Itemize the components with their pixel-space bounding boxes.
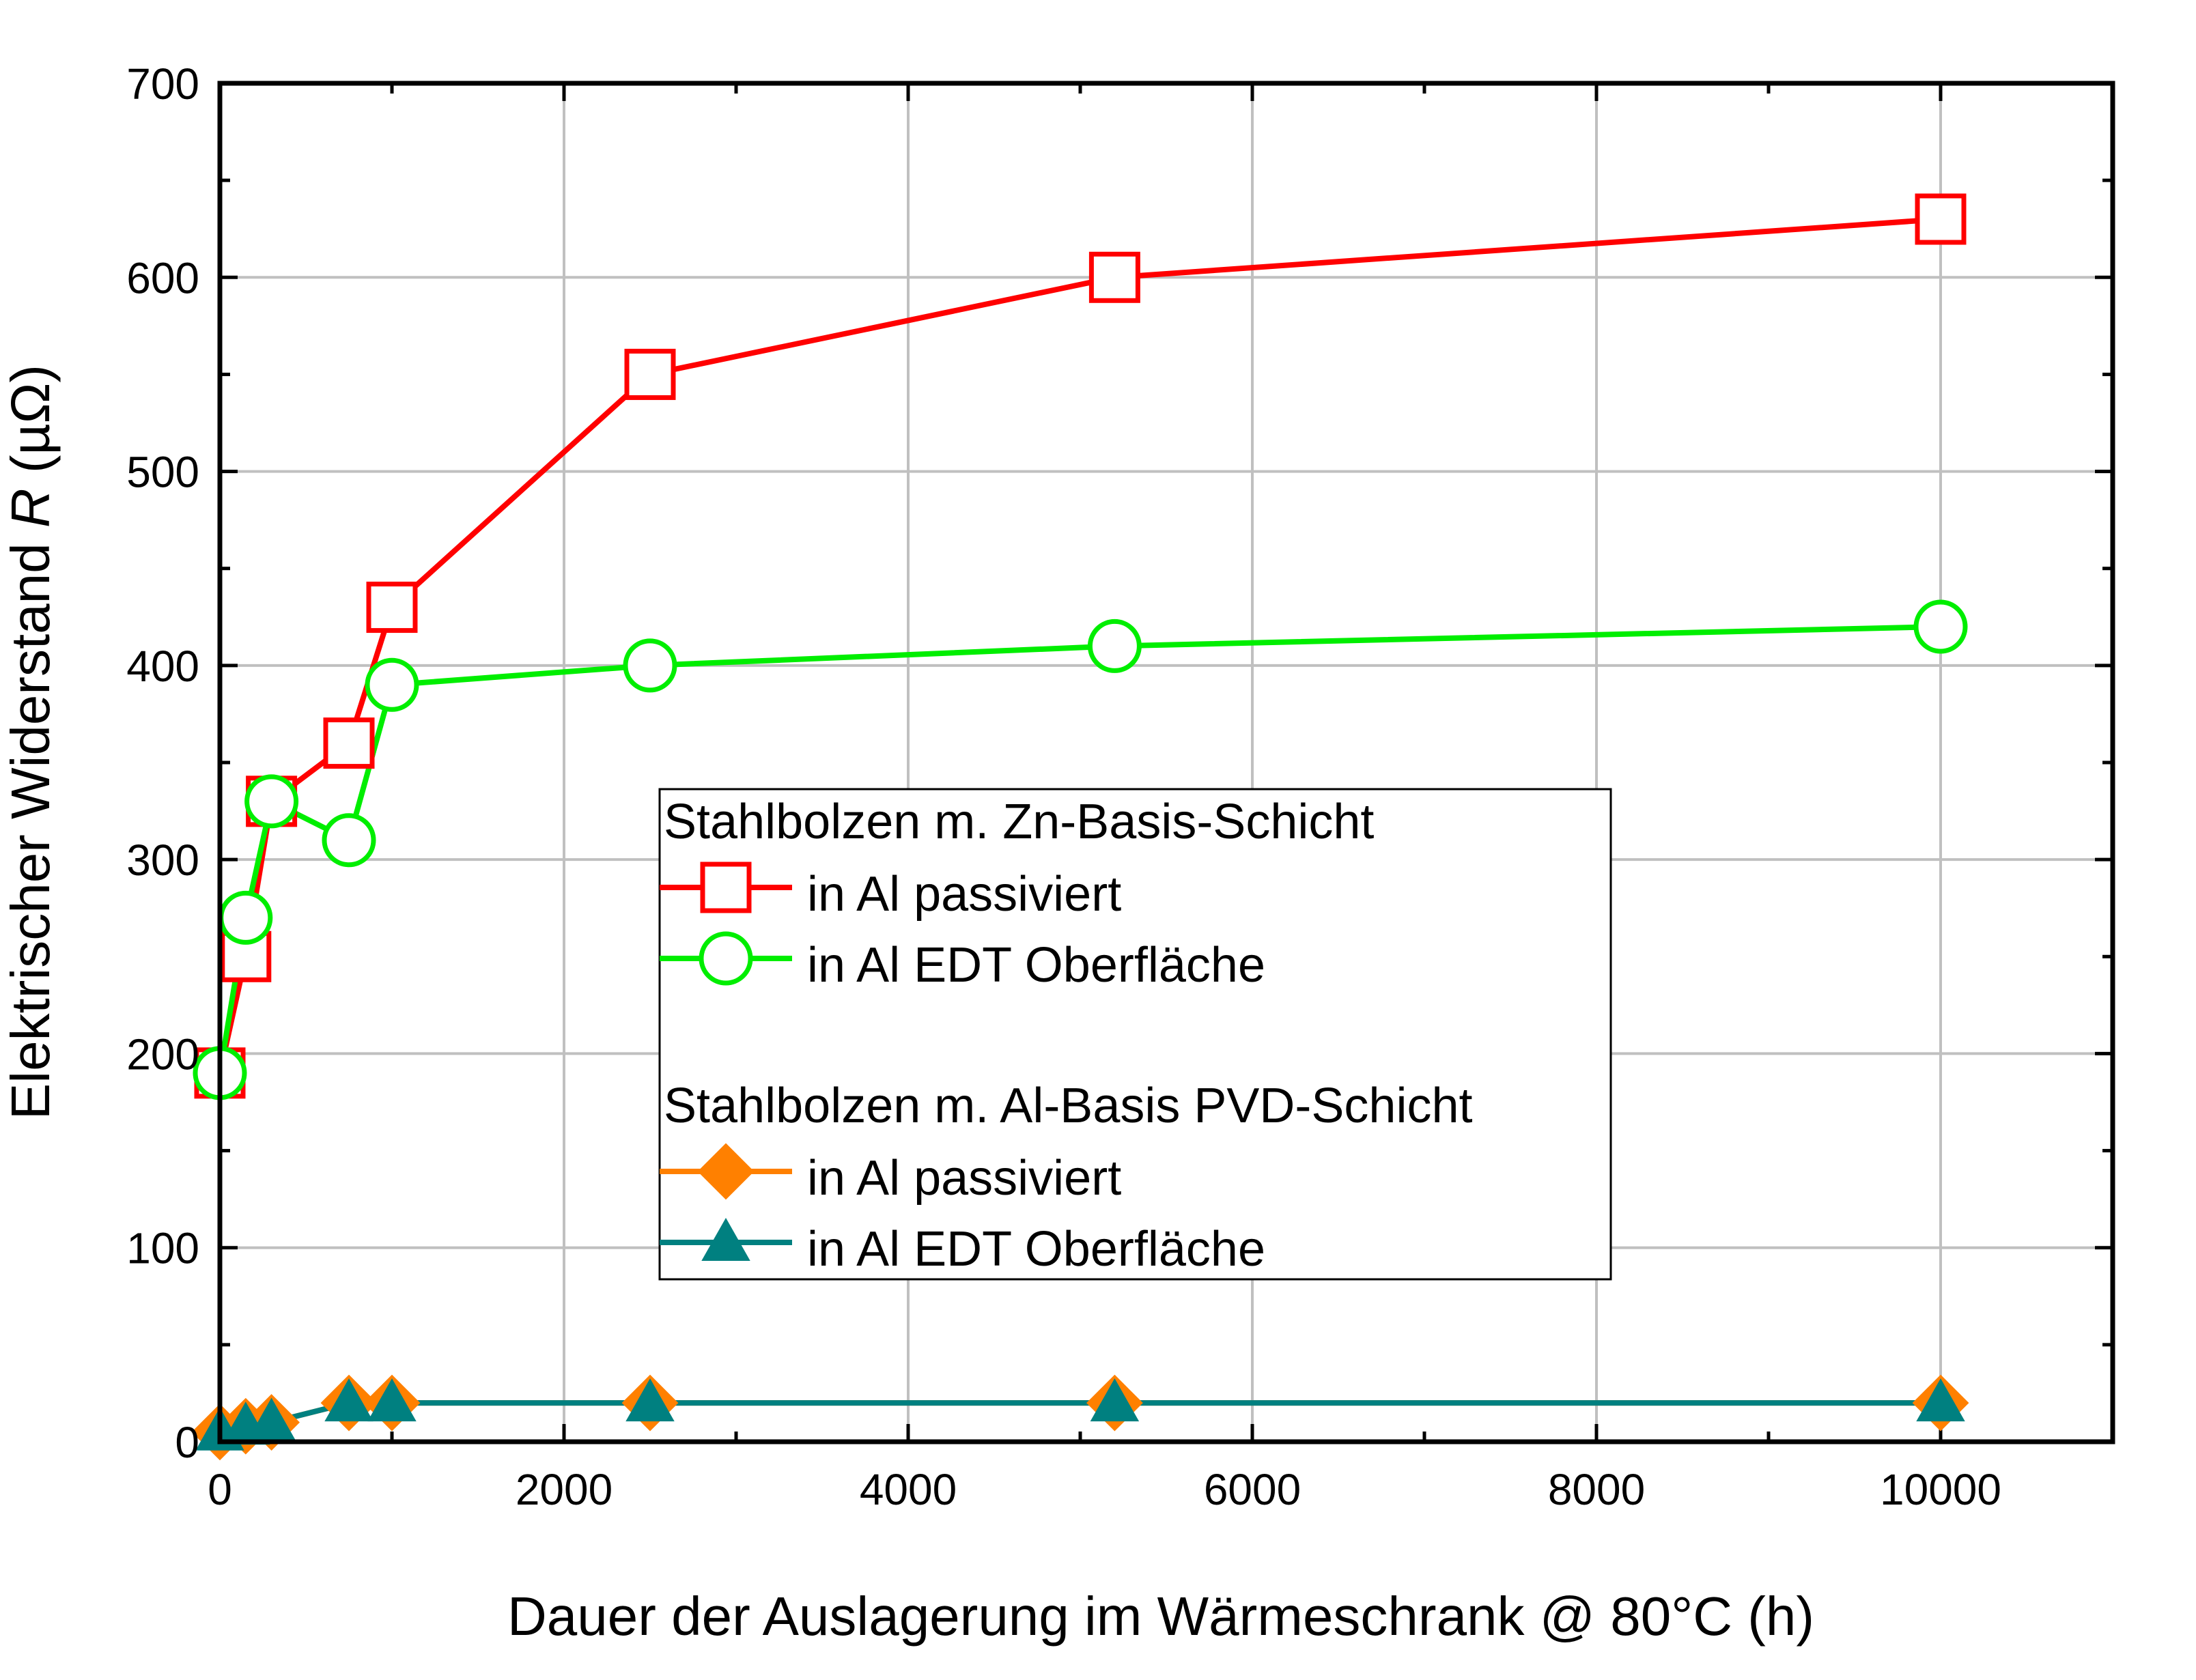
- data-point: [1087, 618, 1142, 673]
- y-tick-label: 300: [126, 836, 199, 885]
- x-tick-label: 8000: [1548, 1465, 1645, 1514]
- legend-label-al-edt: in Al EDT Oberfläche: [807, 1222, 1265, 1277]
- y-axis-title-main: Elektrischer Widerstand: [0, 528, 61, 1120]
- data-point: [244, 774, 299, 829]
- plot-frame: [217, 81, 2115, 1444]
- data-point: [366, 582, 418, 633]
- data-point: [701, 1217, 750, 1261]
- y-axis-title-unit: (µΩ): [0, 365, 61, 488]
- legend-group-title-zn: Stahlbolzen m. Zn-Basis-Schicht: [664, 795, 1374, 849]
- y-tick-label: 400: [126, 642, 199, 691]
- y-tick-label: 500: [126, 448, 199, 497]
- data-point: [219, 890, 273, 945]
- legend-entry-al-edt: [660, 1217, 792, 1261]
- data-point: [699, 931, 753, 986]
- legend-group-title-al: Stahlbolzen m. Al-Basis PVD-Schicht: [664, 1079, 1472, 1133]
- y-axis-title: Elektrischer Widerstand R (µΩ): [0, 365, 61, 1120]
- y-tick-label: 100: [126, 1224, 199, 1273]
- data-point: [624, 348, 676, 400]
- data-point: [623, 638, 677, 693]
- data-point: [697, 1143, 755, 1200]
- data-point: [1916, 1378, 1965, 1422]
- x-tick-label: 10000: [1880, 1465, 2001, 1514]
- data-point: [322, 813, 376, 868]
- y-axis-title-symbol: R: [0, 488, 61, 528]
- x-axis-title: Dauer der Auslagerung im Wärmeschrank @ …: [507, 1586, 1814, 1647]
- data-point: [324, 1378, 374, 1422]
- data-point: [1915, 193, 1967, 245]
- legend-entry-al-passiviert: [660, 1143, 792, 1200]
- data-point: [1913, 599, 1968, 654]
- legend-box: [658, 788, 1612, 1281]
- data-point: [365, 657, 419, 712]
- legend-label-al-passiviert: in Al passiviert: [807, 1151, 1121, 1206]
- y-tick-label: 700: [126, 59, 199, 109]
- data-point: [1088, 251, 1140, 303]
- data-point: [1090, 1378, 1140, 1422]
- y-tick-label: 600: [126, 253, 199, 302]
- grid: [220, 83, 2113, 1442]
- legend-label-zn-edt: in Al EDT Oberfläche: [807, 938, 1265, 993]
- x-tick-label: 4000: [860, 1465, 957, 1514]
- tick-labels: 0 2000 4000 6000 8000 10000 0 100 200 300 400 500 60…: [126, 59, 2001, 1514]
- data-point: [700, 862, 752, 913]
- legend-entry-zn-passiviert: [660, 862, 792, 913]
- x-tick-label: 2000: [516, 1465, 613, 1514]
- data-point: [625, 1378, 675, 1422]
- legend: Stahlbolzen m. Zn-Basis-Schicht in Al pa…: [658, 788, 1612, 1281]
- y-tick-label: 0: [175, 1418, 199, 1467]
- x-tick-label: 6000: [1204, 1465, 1301, 1514]
- y-tick-label: 200: [126, 1029, 199, 1079]
- data-point: [367, 1378, 417, 1422]
- data-point: [323, 717, 375, 769]
- legend-label-zn-passiviert: in Al passiviert: [807, 867, 1121, 922]
- x-tick-label: 0: [208, 1465, 232, 1514]
- legend-entry-zn-edt: [660, 931, 792, 986]
- series-markers: [191, 193, 1969, 1461]
- data-point: [220, 930, 272, 982]
